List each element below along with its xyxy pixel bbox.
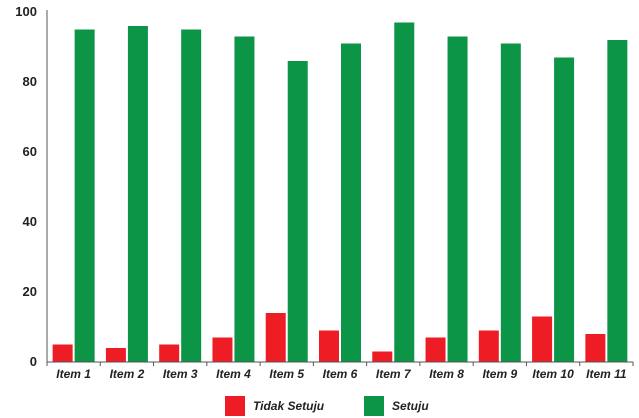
x-category-label-7: Item 7	[376, 367, 412, 381]
x-category-label-5: Item 5	[269, 367, 304, 381]
y-axis-ticks: 0 20 40 60 80 100	[15, 4, 37, 369]
bar-tidak-setuju-4	[212, 337, 233, 362]
bar-tidak-setuju-5	[265, 313, 286, 362]
bar-setuju-7	[394, 22, 415, 362]
legend-swatch-tidak-setuju	[225, 396, 245, 416]
x-axis-labels: Item 1 Item 2 Item 3 Item 4 Item 5 Item 6 Item…	[56, 367, 627, 381]
bar-tidak-setuju-10	[532, 316, 553, 362]
y-tick-label-80: 80	[23, 74, 37, 89]
bar-setuju-9	[500, 43, 521, 362]
x-category-label-2: Item 2	[110, 367, 145, 381]
axis-layer	[46, 10, 634, 366]
bar-setuju-1	[74, 29, 95, 362]
bar-setuju-11	[607, 40, 628, 362]
y-tick-label-100: 100	[15, 4, 37, 19]
x-category-label-8: Item 8	[429, 367, 464, 381]
bar-setuju-2	[127, 26, 148, 362]
y-tick-label-20: 20	[23, 284, 37, 299]
x-category-label-3: Item 3	[163, 367, 198, 381]
bar-tidak-setuju-11	[585, 334, 606, 362]
bar-setuju-4	[234, 36, 255, 362]
bars-layer	[52, 22, 628, 362]
bar-tidak-setuju-8	[425, 337, 446, 362]
legend-swatch-setuju	[364, 396, 384, 416]
bar-setuju-6	[341, 43, 361, 362]
legend: Tidak Setuju Setuju	[225, 396, 429, 416]
x-category-label-6: Item 6	[323, 367, 358, 381]
y-tick-label-0: 0	[30, 354, 37, 369]
y-tick-label-60: 60	[23, 144, 37, 159]
bar-tidak-setuju-6	[319, 330, 339, 362]
x-category-label-11: Item 11	[586, 367, 627, 381]
bar-tidak-setuju-2	[105, 348, 126, 362]
x-category-label-4: Item 4	[216, 367, 251, 381]
bar-tidak-setuju-3	[159, 344, 180, 362]
bar-tidak-setuju-9	[478, 330, 499, 362]
bar-setuju-5	[287, 61, 308, 362]
bar-setuju-8	[447, 36, 468, 362]
bar-tidak-setuju-7	[372, 351, 393, 362]
bar-tidak-setuju-1	[52, 344, 73, 362]
x-category-label-1: Item 1	[56, 367, 91, 381]
bar-setuju-10	[554, 57, 575, 362]
legend-label-setuju: Setuju	[392, 399, 429, 413]
y-tick-label-40: 40	[23, 214, 37, 229]
x-category-label-10: Item 10	[532, 367, 574, 381]
bar-setuju-3	[181, 29, 202, 362]
legend-label-tidak-setuju: Tidak Setuju	[253, 399, 325, 413]
x-category-label-9: Item 9	[482, 367, 517, 381]
